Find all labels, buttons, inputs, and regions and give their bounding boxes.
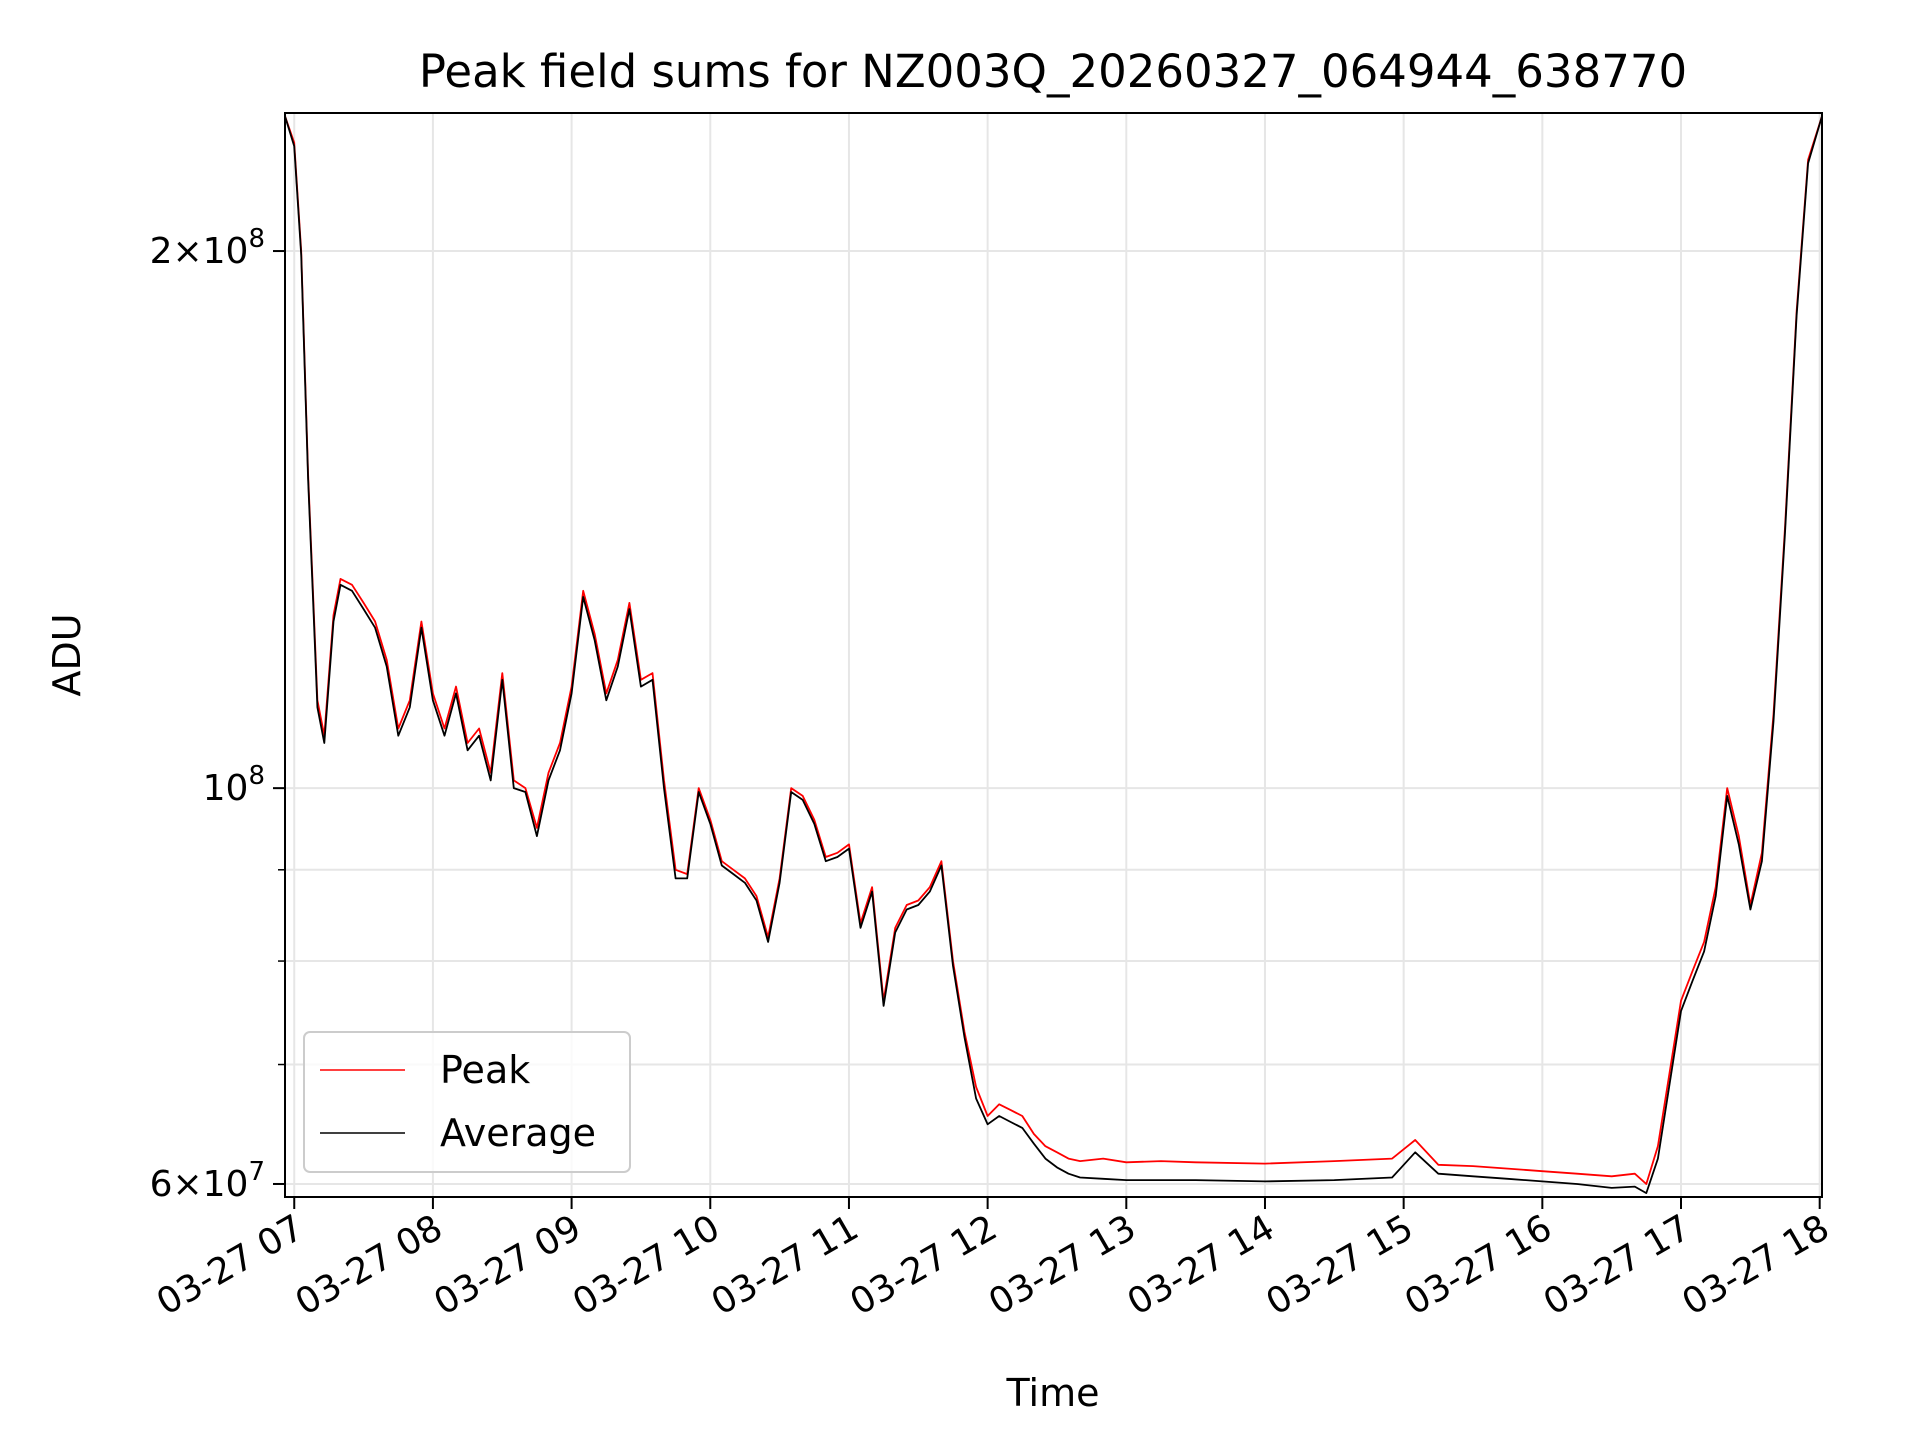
series-line-average [284,115,1823,1194]
series-line-peak [284,115,1823,1185]
plot-frame [284,112,1823,1198]
legend-frame [303,1031,631,1173]
chart-title: Peak field sums for NZ003Q_20260327_0649… [419,45,1687,98]
y-tick-label: 2×108 [150,224,265,272]
y-tick-label: 108 [203,761,265,809]
legend-peak-label: Peak [440,1048,530,1092]
legend: Peak Average [303,1031,631,1173]
x-axis-label: Time [1006,1371,1100,1415]
y-axis-label: ADU [45,613,89,696]
legend-average-label: Average [440,1111,596,1155]
y-tick-label: 6×107 [150,1157,265,1205]
plot-area [284,115,1823,1194]
